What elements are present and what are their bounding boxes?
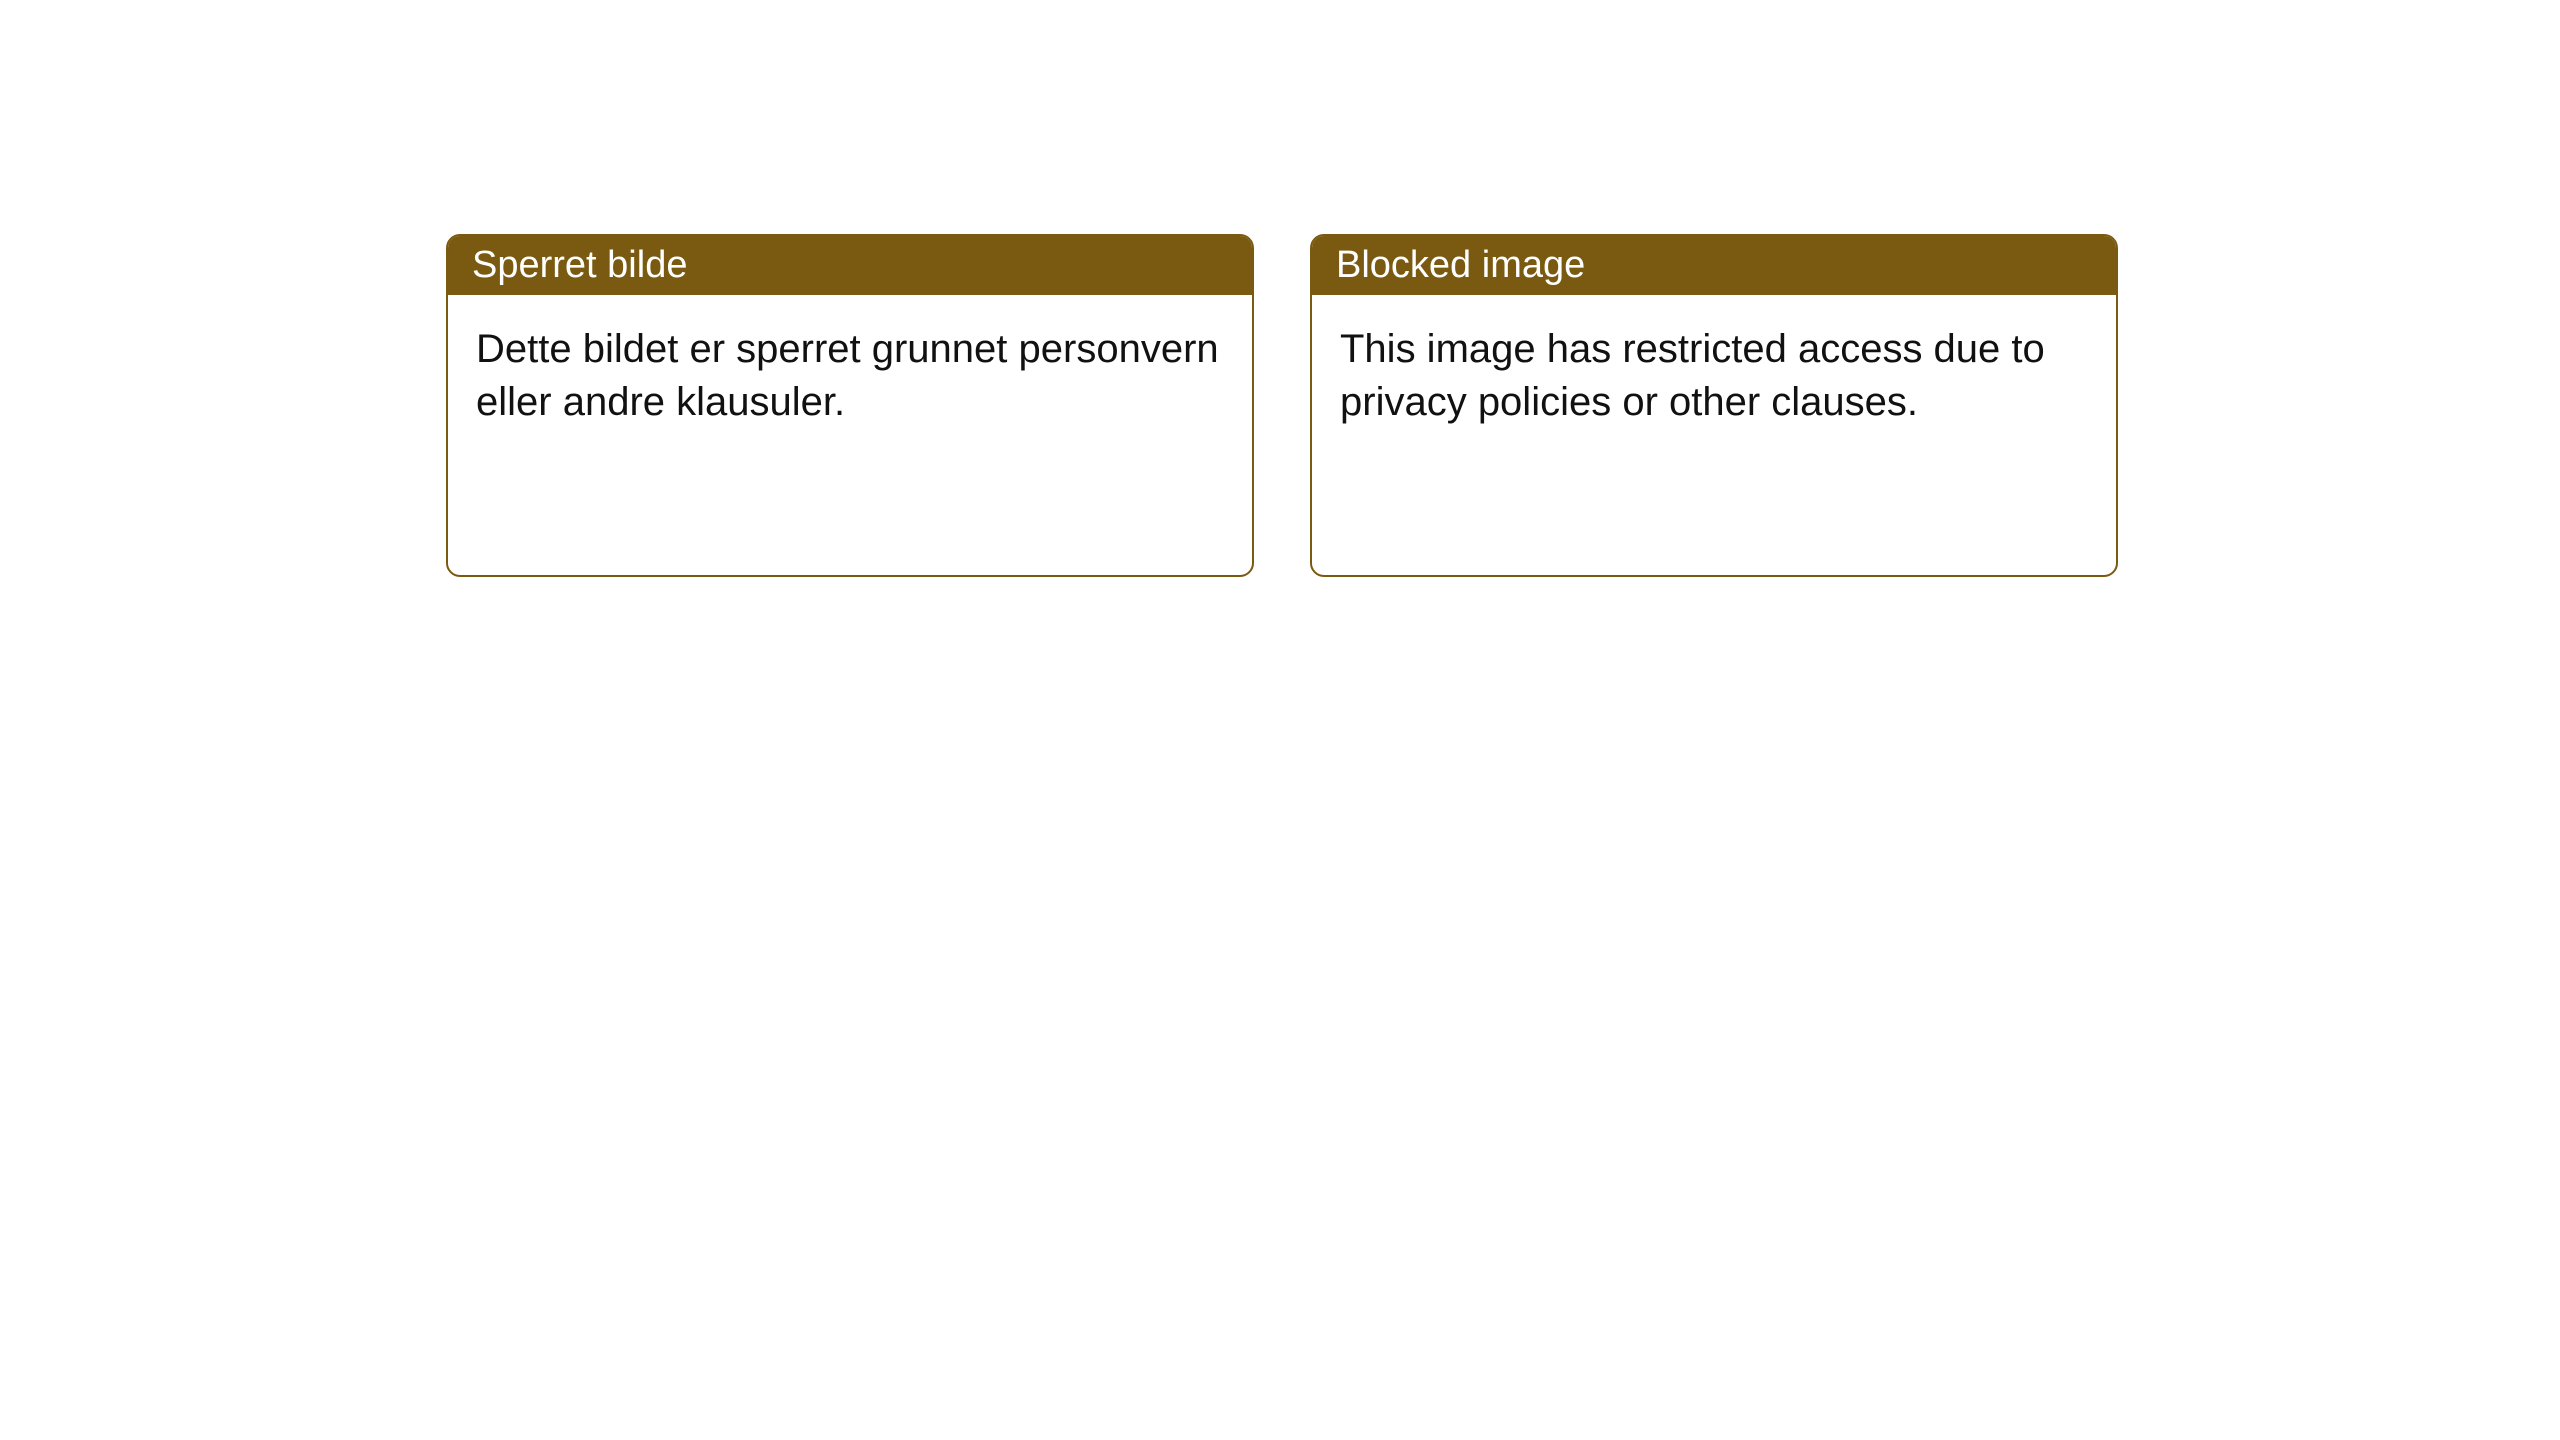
notice-card-english: Blocked image This image has restricted … bbox=[1310, 234, 2118, 577]
notice-card-norwegian: Sperret bilde Dette bildet er sperret gr… bbox=[446, 234, 1254, 577]
notice-body: This image has restricted access due to … bbox=[1312, 295, 2116, 575]
notice-container: Sperret bilde Dette bildet er sperret gr… bbox=[0, 0, 2560, 577]
notice-header: Blocked image bbox=[1312, 236, 2116, 295]
notice-body: Dette bildet er sperret grunnet personve… bbox=[448, 295, 1252, 575]
notice-header: Sperret bilde bbox=[448, 236, 1252, 295]
